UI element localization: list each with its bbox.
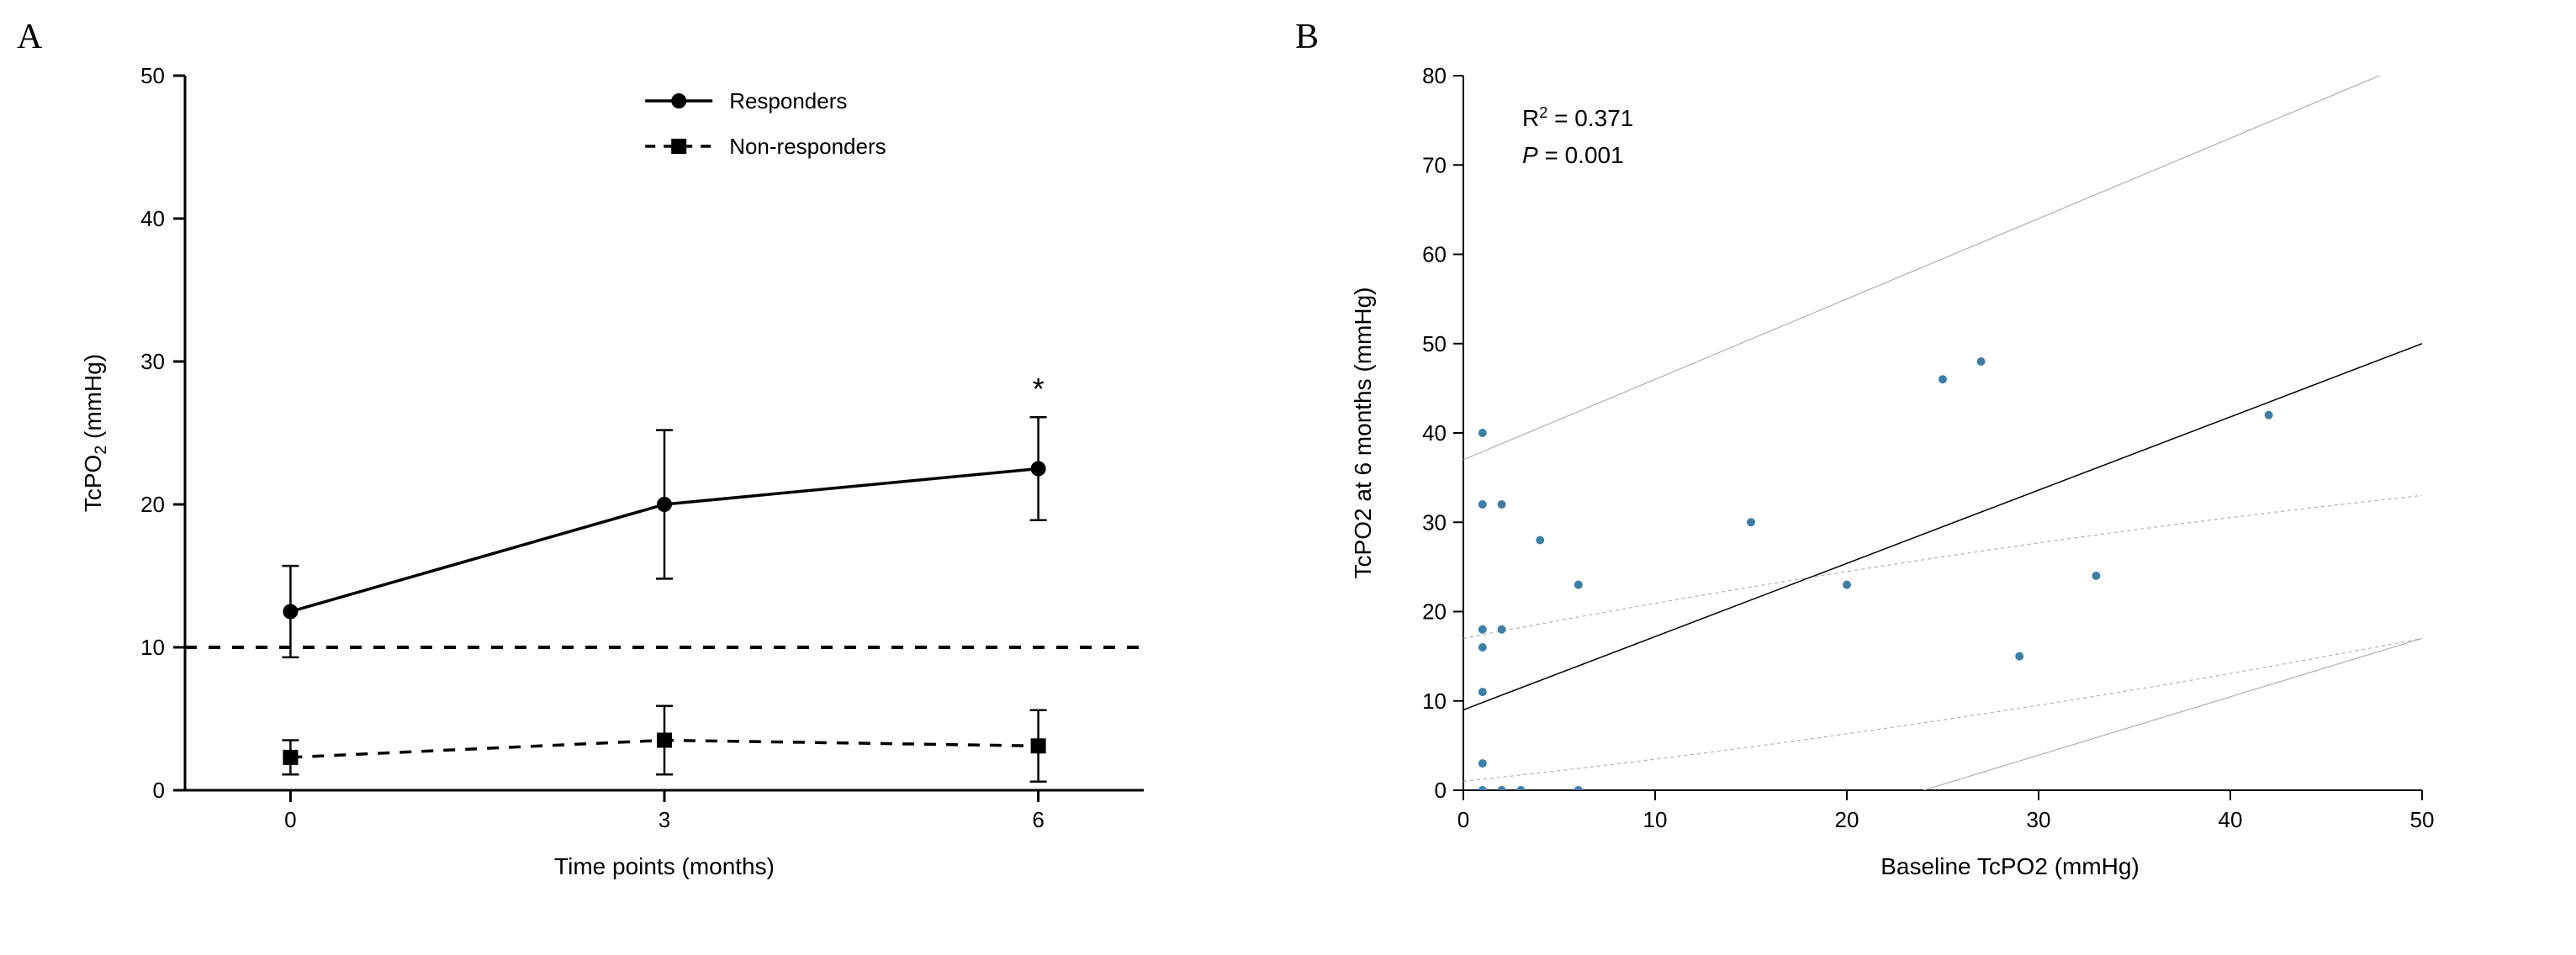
svg-text:50: 50 <box>1422 331 1447 356</box>
panel-b-label: B <box>1295 17 1319 57</box>
svg-text:30: 30 <box>2027 807 2051 832</box>
panel-b: B 0 10 20 30 40 50 60 70 80 0 10 20 30 40 50 TcPO2 at 6… <box>1295 17 2473 933</box>
svg-text:0: 0 <box>284 807 296 832</box>
svg-text:30: 30 <box>1422 509 1447 535</box>
svg-text:70: 70 <box>1422 152 1447 177</box>
svg-text:*: * <box>1033 372 1045 406</box>
chart-a: 0 10 20 30 40 50 0 3 6 TcPO2 (mmHg) Time points (m… <box>17 17 1194 933</box>
svg-text:0: 0 <box>153 778 165 803</box>
svg-text:10: 10 <box>1643 807 1668 832</box>
svg-text:10: 10 <box>140 635 165 660</box>
svg-text:R2 = 0.371: R2 = 0.371 <box>1522 104 1633 131</box>
svg-text:Baseline TcPO2 (mmHg): Baseline TcPO2 (mmHg) <box>1880 853 2140 879</box>
svg-text:10: 10 <box>1422 689 1447 714</box>
svg-text:TcPO2 at 6 months (mmHg): TcPO2 at 6 months (mmHg) <box>1350 288 1376 579</box>
panel-a: A 0 10 20 30 40 50 0 3 6 TcPO2 (mmHg) Time points … <box>17 17 1194 933</box>
svg-text:Responders: Responders <box>729 88 847 113</box>
svg-text:0: 0 <box>1457 807 1469 832</box>
svg-text:TcPO2 (mmHg): TcPO2 (mmHg) <box>80 354 110 512</box>
svg-text:40: 40 <box>140 206 165 231</box>
svg-text:3: 3 <box>659 807 670 832</box>
svg-text:30: 30 <box>140 349 165 374</box>
svg-text:P = 0.001: P = 0.001 <box>1522 142 1624 168</box>
svg-text:20: 20 <box>140 492 165 517</box>
chart-b: 0 10 20 30 40 50 60 70 80 0 10 20 30 40 50 TcPO2 at 6 m… <box>1295 17 2473 933</box>
svg-text:Time points (months): Time points (months) <box>554 853 775 879</box>
svg-text:20: 20 <box>1422 599 1447 625</box>
svg-text:40: 40 <box>1422 420 1447 446</box>
svg-text:20: 20 <box>1835 807 1859 832</box>
svg-text:80: 80 <box>1422 63 1447 88</box>
svg-text:40: 40 <box>2219 807 2243 832</box>
svg-text:0: 0 <box>1435 778 1447 803</box>
svg-text:50: 50 <box>140 63 165 88</box>
panel-a-label: A <box>17 17 42 57</box>
svg-text:60: 60 <box>1422 242 1447 267</box>
svg-text:Non-responders: Non-responders <box>729 134 886 159</box>
svg-text:6: 6 <box>1032 807 1044 832</box>
svg-text:50: 50 <box>2410 807 2435 832</box>
